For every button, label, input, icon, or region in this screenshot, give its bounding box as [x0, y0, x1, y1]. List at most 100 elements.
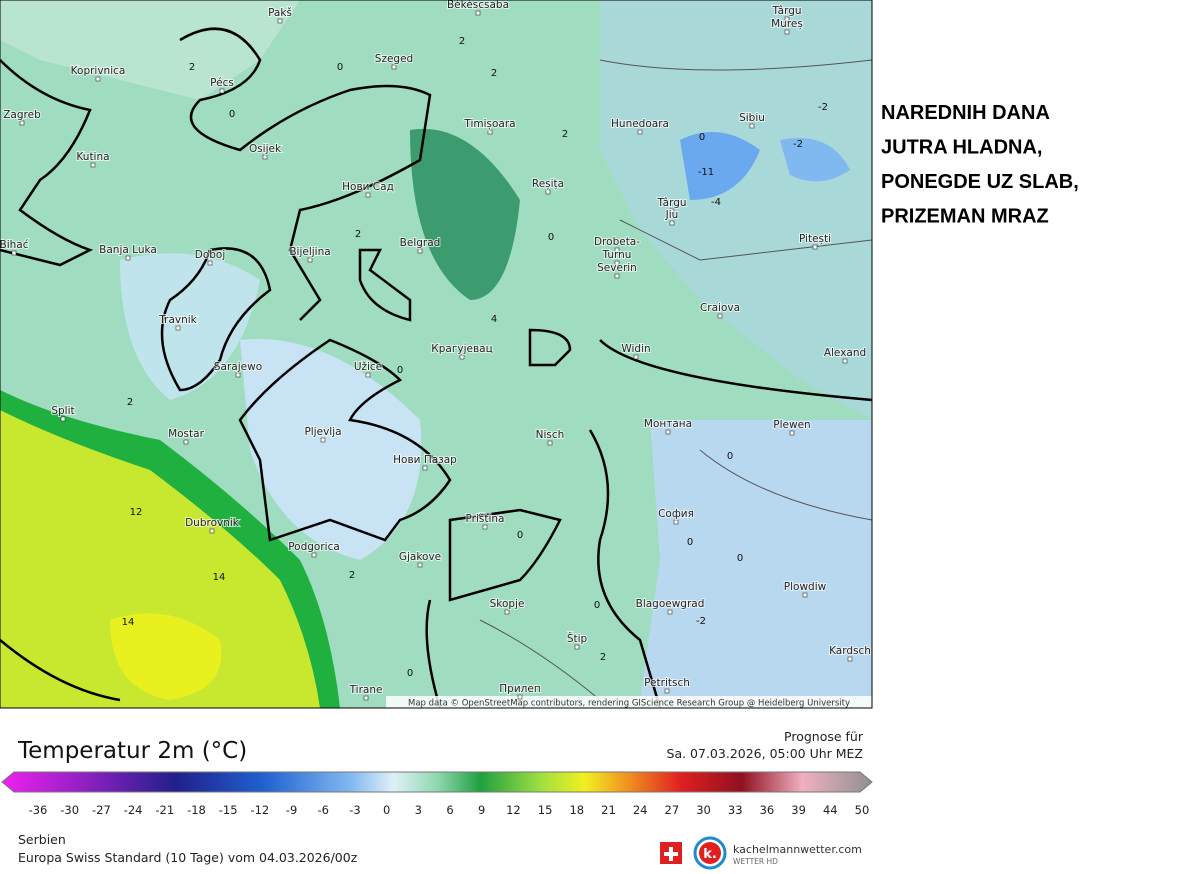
color-bar-tick-label: -3	[349, 803, 360, 817]
contour-label: 0	[337, 62, 343, 73]
city-marker	[673, 519, 679, 525]
contour-label: -2	[793, 139, 803, 150]
city-marker	[11, 250, 17, 256]
city-marker	[365, 192, 371, 198]
color-bar-tick-label: -24	[124, 803, 143, 817]
city-marker	[664, 688, 670, 694]
city-marker	[262, 154, 268, 160]
city-label: Pljevlja	[304, 426, 341, 438]
city-marker	[802, 592, 808, 598]
brand-sub: WETTER HD	[733, 857, 778, 866]
city-label: Alexand	[824, 347, 866, 359]
city-marker	[422, 465, 428, 471]
city-label: Нови Пазар	[393, 454, 457, 466]
city-marker	[545, 189, 551, 195]
color-bar-tick-label: 3	[415, 803, 422, 817]
city-marker	[235, 372, 241, 378]
city-marker	[365, 372, 371, 378]
contour-label: 2	[355, 229, 361, 240]
city-marker	[363, 695, 369, 701]
city-marker	[669, 220, 675, 226]
city-label: Petritsch	[644, 677, 690, 689]
color-bar-tick-label: 27	[665, 803, 680, 817]
city-label: Doboj	[195, 249, 226, 261]
headline-line: PRIZEMAN MRAZ	[881, 206, 1049, 228]
city-label: Štip	[567, 632, 588, 645]
city-label: Târgu	[656, 197, 686, 209]
contour-label: 12	[130, 507, 143, 518]
city-label: Békéscsaba	[447, 0, 509, 11]
city-marker	[847, 656, 853, 662]
map: Map data © OpenStreetMap contributors, r…	[0, 0, 873, 709]
city-marker	[517, 694, 523, 700]
city-label: Reșița	[532, 178, 564, 190]
city-marker	[125, 255, 131, 261]
color-bar-tick-label: 15	[538, 803, 553, 817]
city-label: Mureș	[771, 18, 803, 30]
city-marker	[277, 18, 283, 24]
city-marker	[417, 248, 423, 254]
city-label: Drobeta-	[594, 236, 640, 248]
forecast-label: Prognose für	[784, 729, 864, 744]
city-marker	[614, 273, 620, 279]
city-label: Kardsch	[829, 645, 871, 657]
headline-line: NAREDNIH DANA	[881, 102, 1050, 124]
city-marker	[209, 528, 215, 534]
city-marker	[842, 358, 848, 364]
color-bar-tick-label: -21	[155, 803, 174, 817]
city-label: Widin	[621, 343, 650, 355]
city-marker	[90, 162, 96, 168]
city-label: Kutina	[76, 151, 109, 163]
city-label: Pitești	[799, 233, 831, 245]
city-label: Szeged	[375, 53, 413, 65]
city-marker	[669, 208, 675, 214]
city-label: Târgu	[771, 5, 801, 17]
city-marker	[614, 260, 620, 266]
color-bar-tick-label: -18	[187, 803, 206, 817]
forecast-time: Sa. 07.03.2026, 05:00 Uhr MEZ	[667, 746, 863, 761]
city-label: Sibiu	[739, 112, 765, 124]
color-bar-tick-label: 12	[506, 803, 521, 817]
city-marker	[665, 429, 671, 435]
contour-label: 2	[562, 129, 568, 140]
contour-label: 0	[687, 537, 693, 548]
city-marker	[574, 644, 580, 650]
city-label: Travnik	[158, 314, 197, 326]
color-bar-tick-label: 6	[446, 803, 453, 817]
region: Serbien	[18, 832, 66, 847]
color-bar-tick-label: 50	[855, 803, 870, 817]
city-label: Craiova	[700, 302, 740, 314]
city-label: Turnu	[602, 249, 632, 261]
city-label: Mostar	[168, 428, 205, 440]
city-marker	[487, 129, 493, 135]
contour-label: 0	[407, 668, 413, 679]
color-bar-tick-label: 21	[601, 803, 616, 817]
city-label: Zagreb	[3, 109, 41, 121]
color-bar-tick-label: -30	[60, 803, 79, 817]
contour-label: -2	[818, 102, 828, 113]
city-marker	[60, 416, 66, 422]
contour-label: 4	[491, 314, 497, 325]
contour-label: 2	[459, 36, 465, 47]
city-label: Pécs	[210, 77, 234, 89]
city-label: Монтана	[644, 418, 692, 430]
swiss-cross	[664, 847, 678, 861]
color-bar	[1, 771, 873, 793]
city-marker	[307, 257, 313, 263]
city-marker	[784, 29, 790, 35]
city-label: Severin	[597, 262, 637, 274]
city-marker	[311, 552, 317, 558]
contour-label: 0	[229, 109, 235, 120]
city-label: Plowdiw	[784, 581, 827, 593]
contour-label: 14	[213, 572, 226, 583]
city-label: Tirane	[349, 684, 383, 696]
city-marker	[95, 76, 101, 82]
city-marker	[320, 437, 326, 443]
city-marker	[175, 325, 181, 331]
city-label: Priština	[466, 513, 505, 525]
contour-label: 0	[548, 232, 554, 243]
legend-title: Temperatur 2m (°C)	[17, 738, 247, 764]
city-marker	[667, 609, 673, 615]
color-bar-tick-label: 33	[728, 803, 743, 817]
